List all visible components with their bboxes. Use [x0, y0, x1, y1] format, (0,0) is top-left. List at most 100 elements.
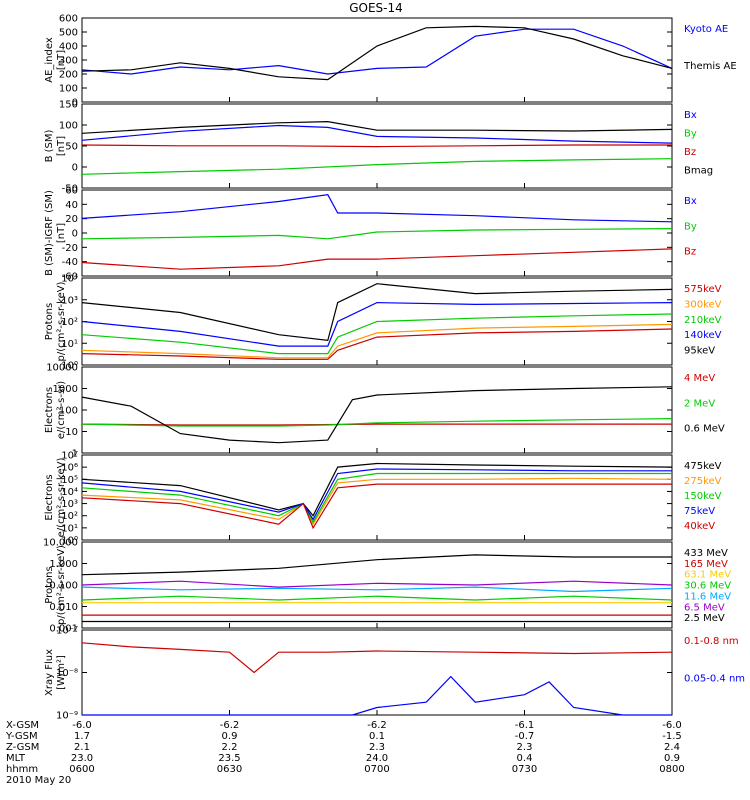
y-axis-label: Protons — [44, 303, 55, 340]
panel-8: 10⁻⁷ 10⁻⁸ 10⁻⁹ Xray Flux [W/m²] 0.1-0.8 nm 0.0… — [44, 626, 745, 722]
panel-4: 10⁴ 10³ 10² 10¹ 10⁰ Protons p/(cm²-s-sr-keV) 57… — [44, 274, 722, 372]
footer-value: -0.7 — [515, 731, 535, 742]
series-line-bz — [81, 144, 672, 148]
y-tick-label: 40 — [65, 200, 78, 211]
y-tick-label: 10 — [65, 427, 78, 438]
panel-7: 10.000 1.000 0.100 0.010 0.001 Protons p/(cm²-… — [43, 538, 731, 635]
legend-label: 210keV — [684, 315, 722, 326]
y-axis-label: Electrons — [44, 474, 55, 520]
footer-value: 0600 — [69, 764, 94, 775]
legend-label: 6.5 MeV — [684, 602, 725, 613]
series-line-4-mev — [81, 423, 672, 426]
y-axis-label: p/(cm²-s-sr-keV) — [56, 545, 67, 625]
y-tick-label: -50 — [62, 184, 78, 195]
footer-value: 2.3 — [517, 742, 533, 753]
footer-table: X-GSM -6.0 -6.2 -6.2 -6.1 -6.0 Y-GSM 1.7 0.9 0.1 -… — [5, 720, 685, 786]
y-tick-label: 10⁰ — [61, 361, 78, 372]
series-line-11-6-mev — [81, 586, 673, 593]
legend-label: 0.05-0.4 nm — [684, 674, 745, 685]
footer-value: -6.1 — [515, 720, 535, 731]
legend-label: 275keV — [684, 476, 722, 487]
legend-label: 63.1 MeV — [684, 570, 731, 581]
series-line-bx — [81, 124, 673, 144]
y-axis-label: B (SM) — [44, 129, 55, 162]
y-tick-label: 150 — [59, 100, 78, 111]
footer-value: 0630 — [217, 764, 242, 775]
series-line-by — [81, 228, 673, 240]
y-tick-label: 10⁻⁷ — [56, 626, 78, 637]
y-tick-label: 500 — [59, 28, 78, 39]
legend-label: 150keV — [684, 491, 722, 502]
y-tick-label: 10⁻⁸ — [56, 668, 78, 679]
panel-frame — [81, 454, 673, 541]
y-tick-label: 0.010 — [49, 602, 78, 613]
series-line-575kev — [81, 328, 673, 360]
y-tick-label: 200 — [59, 70, 78, 81]
footer-row-label: Z-GSM — [6, 742, 39, 753]
y-tick-label: 1.000 — [49, 559, 78, 570]
y-tick-label: 10⁴ — [61, 487, 78, 498]
y-axis-label: [W/m²] — [56, 655, 67, 690]
series-line-0-1-0-8-nm — [81, 642, 673, 674]
footer-value: 1.7 — [74, 731, 90, 742]
y-tick-label: 10000 — [46, 363, 78, 374]
legend-label: 300keV — [684, 299, 722, 310]
y-axis-label: Xray Flux — [44, 649, 55, 696]
y-tick-label: 0.100 — [49, 581, 78, 592]
series-line-0-6-mev — [81, 386, 673, 444]
footer-date: 2010 May 20 — [6, 775, 71, 786]
legend-label: By — [684, 221, 697, 232]
footer-value: 2.3 — [369, 742, 385, 753]
y-tick-label: 10.000 — [43, 538, 78, 549]
legend-label: 40keV — [684, 521, 715, 532]
y-axis-label: [nT] — [56, 136, 67, 156]
y-tick-label: 600 — [59, 14, 78, 25]
footer-value: -6.2 — [367, 720, 387, 731]
footer-row-label: Y-GSM — [5, 731, 38, 742]
legend-label: Bx — [684, 110, 697, 121]
series-line-6-5-mev — [81, 580, 673, 588]
y-tick-label: 10³ — [61, 295, 78, 306]
y-tick-label: 100 — [59, 84, 78, 95]
series-line-themis-ae — [81, 25, 673, 81]
footer-value: -6.2 — [220, 720, 240, 731]
y-tick-label: 300 — [59, 56, 78, 67]
series-line-bmag — [81, 120, 673, 134]
legend-label: Themis AE — [683, 61, 737, 72]
panel-frame — [81, 189, 673, 277]
y-axis-label: Electrons — [44, 387, 55, 433]
y-tick-label: 100 — [59, 406, 78, 417]
series-line-433-mev — [81, 554, 672, 576]
series-line-95kev — [81, 283, 673, 342]
y-tick-label: 0 — [72, 163, 78, 174]
series-line-0-05-0-4-nm — [82, 675, 672, 716]
legend-label: 475keV — [684, 461, 722, 472]
y-tick-label: 10⁶ — [61, 463, 78, 474]
legend-label: Kyoto AE — [684, 24, 728, 35]
footer-value: 0800 — [659, 764, 684, 775]
y-tick-label: 10¹ — [61, 523, 78, 534]
y-axis-label: [nT] — [56, 223, 67, 243]
series-line-300kev — [81, 323, 673, 359]
legend-label: Bz — [684, 247, 696, 258]
series-line-40kev — [81, 483, 672, 530]
y-tick-label: 60 — [65, 186, 78, 197]
footer-value: 2.2 — [222, 742, 238, 753]
footer-value: 23.5 — [218, 753, 240, 764]
y-tick-label: 10¹ — [61, 339, 78, 350]
series-line-2-mev — [81, 418, 673, 427]
legend-label: 2.5 MeV — [684, 613, 725, 624]
series-line-30-6-mev — [81, 595, 673, 601]
y-tick-label: -60 — [62, 272, 78, 283]
y-tick-label: 400 — [59, 42, 78, 53]
panel-5: 10000 1000 100 10 1 Electrons e/(cm²-s-sr) 4 Me… — [44, 363, 725, 460]
footer-value: 23.0 — [71, 753, 93, 764]
legend-label: By — [684, 129, 697, 140]
panel-frame — [81, 629, 673, 716]
y-axis-label: [nT] — [56, 50, 67, 70]
y-tick-label: 10⁵ — [61, 475, 78, 486]
legend-label: 0.6 MeV — [684, 424, 725, 435]
legend-label: Bx — [684, 196, 697, 207]
series-line-75kev — [81, 468, 672, 521]
